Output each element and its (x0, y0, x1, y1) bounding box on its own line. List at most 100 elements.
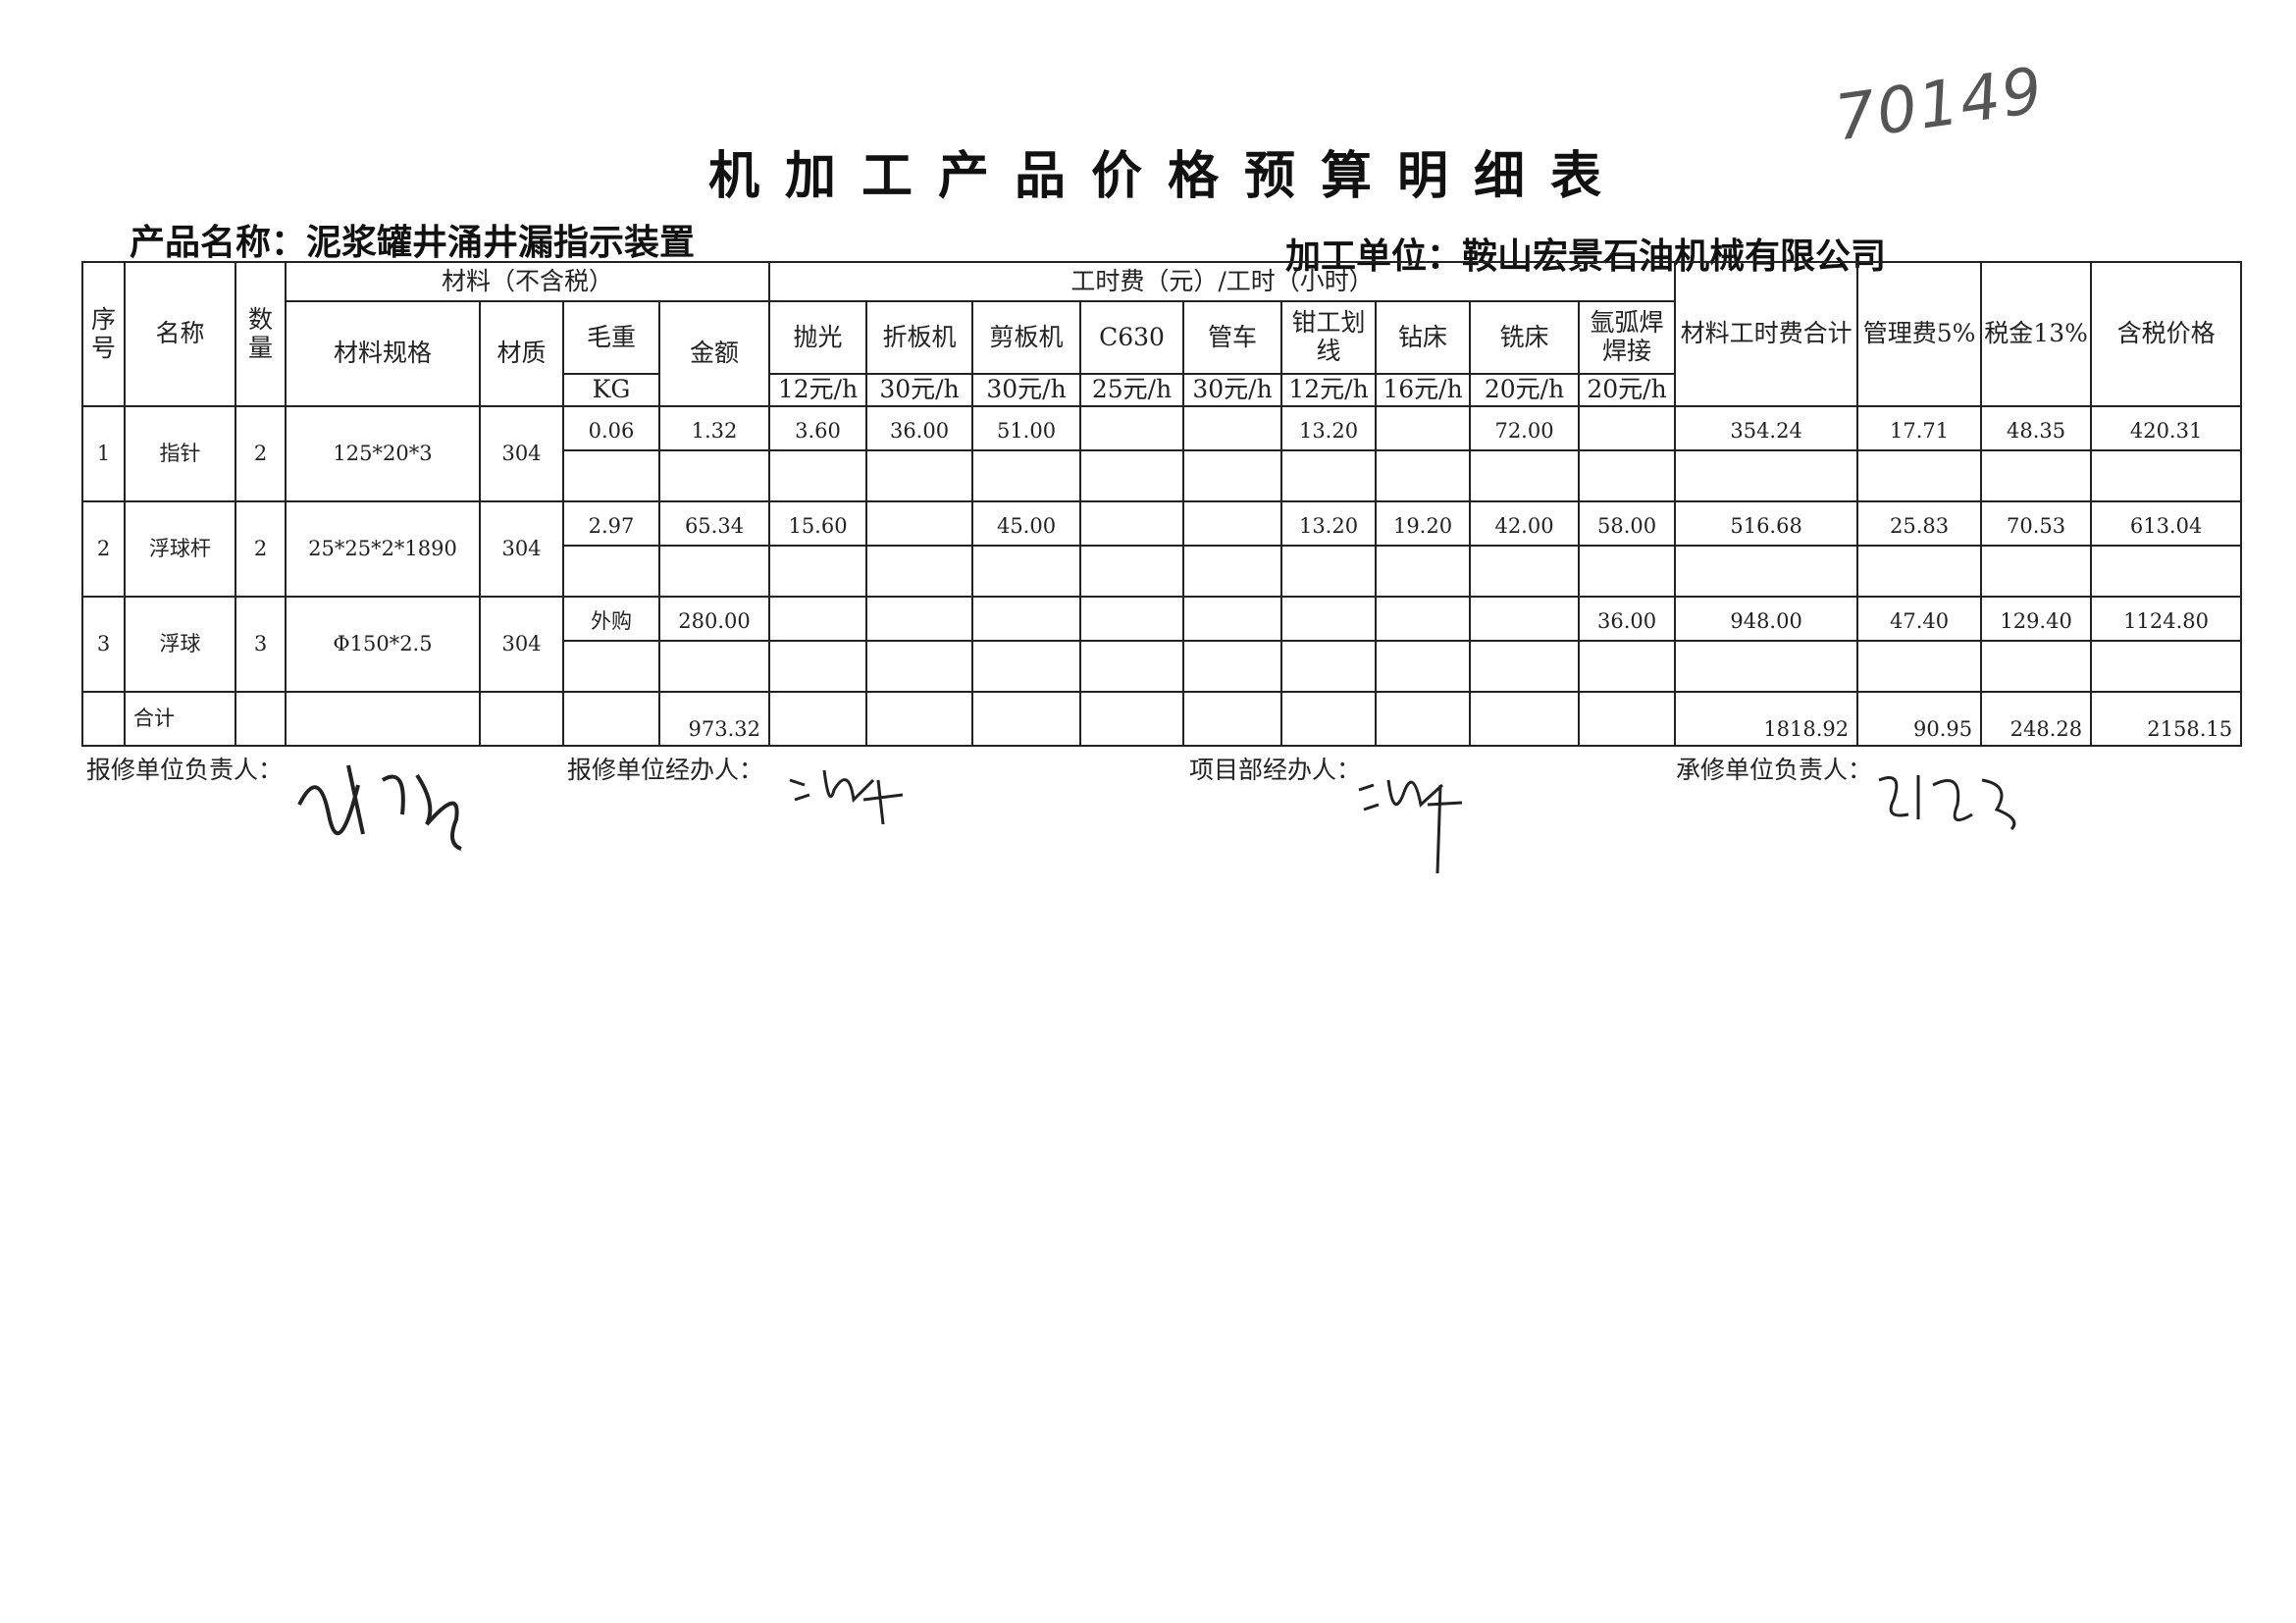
cell-empty (562, 691, 660, 747)
cell-subtotal: 516.68 (1674, 500, 1859, 547)
header-weight: 毛重 (562, 300, 660, 375)
cell-empty (1375, 449, 1472, 502)
header-labor-name: 铣床 (1469, 300, 1581, 375)
cell-empty (1375, 640, 1472, 693)
header-labor-rate: 20元/h (1469, 373, 1581, 407)
cell-labor: 58.00 (1578, 500, 1677, 547)
cell-seq: 1 (81, 405, 126, 502)
cell-weight: 外购 (562, 596, 660, 642)
cell-empty (285, 691, 481, 747)
cell-empty (971, 545, 1082, 598)
cell-empty (1280, 640, 1378, 693)
cell-empty (1079, 640, 1185, 693)
cell-empty (768, 449, 868, 502)
header-labor-rate: 12元/h (1280, 373, 1378, 407)
cell-empty (1280, 449, 1378, 502)
cell-empty (1674, 545, 1859, 598)
header-labor-rate: 30元/h (865, 373, 974, 407)
header-name: 名称 (124, 261, 236, 407)
cell-empty (865, 449, 974, 502)
cell-empty (1469, 640, 1581, 693)
cell-tax: 129.40 (1980, 596, 2093, 642)
cell-empty (2090, 449, 2243, 502)
header-tax: 税金13% (1980, 261, 2093, 407)
header-labor-rate: 30元/h (1182, 373, 1283, 407)
page-title: 机加工产品价格预算明细表 (707, 146, 1627, 206)
signature-repair-handler (789, 769, 904, 825)
cell-empty (1674, 640, 1859, 693)
header-texture: 材质 (479, 300, 564, 407)
cell-labor: 36.00 (865, 405, 974, 451)
cell-texture: 304 (479, 405, 564, 502)
cell-empty (1375, 545, 1472, 598)
cell-empty (1079, 545, 1185, 598)
cell-subtotal: 948.00 (1674, 596, 1859, 642)
cell-labor (1578, 405, 1677, 451)
total-mgmt: 90.95 (1856, 691, 1983, 747)
cell-price: 613.04 (2090, 500, 2243, 547)
label-project-handler: 项目部经办人： (1189, 756, 1362, 784)
header-labor-name: 折板机 (865, 300, 974, 375)
header-qty: 数量 (235, 261, 287, 407)
total-amount: 973.32 (657, 691, 771, 747)
cell-mgmt: 47.40 (1856, 596, 1983, 642)
cell-name: 浮球杆 (124, 500, 236, 598)
cell-labor (1079, 500, 1185, 547)
header-subtotal: 材料工时费合计 (1674, 261, 1859, 407)
cell-amount: 280.00 (657, 596, 771, 642)
table-row: 2 浮球杆 2 25*25*2*1890 304 2.97 65.34 15.60 45.00 1… (81, 500, 2243, 598)
cell-amount: 65.34 (657, 500, 771, 547)
cell-labor (971, 596, 1082, 642)
cell-texture: 304 (479, 596, 564, 693)
header-mgmt: 管理费5% (1856, 261, 1983, 407)
cell-texture: 304 (479, 500, 564, 598)
signature-project-handler (1358, 779, 1463, 874)
budget-table: 序号 名称 数量 材料（不含税） 工时费（元）/工时（小时） 材料工时费合计 管… (81, 261, 2243, 747)
signature-contractor-head (1878, 775, 2016, 831)
cell-empty (1856, 640, 1983, 693)
cell-labor: 15.60 (768, 500, 868, 547)
cell-empty (1856, 545, 1983, 598)
cell-empty (1469, 545, 1581, 598)
header-labor-name: 管车 (1182, 300, 1283, 375)
cell-labor (865, 596, 974, 642)
cell-amount: 1.32 (657, 405, 771, 451)
cell-empty (768, 545, 868, 598)
cell-empty (1375, 691, 1472, 747)
header-labor-name: 氩弧焊焊接 (1578, 300, 1677, 375)
header-labor-name: 剪板机 (971, 300, 1082, 375)
header-labor-name: C630 (1079, 300, 1185, 375)
cell-labor (865, 500, 974, 547)
cell-empty (1182, 640, 1283, 693)
cell-weight: 2.97 (562, 500, 660, 547)
cell-empty (562, 545, 660, 598)
cell-seq: 3 (81, 596, 126, 693)
cell-labor (1375, 596, 1472, 642)
cell-empty (235, 691, 287, 747)
cell-labor: 13.20 (1280, 500, 1378, 547)
cell-empty (971, 691, 1082, 747)
cell-tax: 70.53 (1980, 500, 2093, 547)
cell-empty (971, 449, 1082, 502)
cell-labor (768, 596, 868, 642)
cell-labor (1182, 500, 1283, 547)
cell-price: 1124.80 (2090, 596, 2243, 642)
label-contractor-head: 承修单位负责人： (1676, 756, 1873, 784)
header-material-group: 材料（不含税） (284, 261, 771, 302)
cell-empty (1980, 449, 2093, 502)
cell-labor: 72.00 (1469, 405, 1581, 451)
cell-name: 指针 (124, 405, 236, 502)
header-seq: 序号 (81, 261, 126, 407)
cell-qty: 3 (235, 596, 287, 693)
cell-labor (1469, 596, 1581, 642)
cell-mgmt: 25.83 (1856, 500, 1983, 547)
cell-empty (1079, 691, 1185, 747)
cell-labor (1079, 405, 1185, 451)
header-labor-rate: 16元/h (1375, 373, 1472, 407)
cell-empty (1182, 691, 1283, 747)
cell-empty (1578, 449, 1677, 502)
label-repair-handler: 报修单位经办人： (567, 756, 764, 784)
cell-empty (865, 640, 974, 693)
cell-empty (1578, 691, 1677, 747)
cell-name: 浮球 (124, 596, 236, 693)
